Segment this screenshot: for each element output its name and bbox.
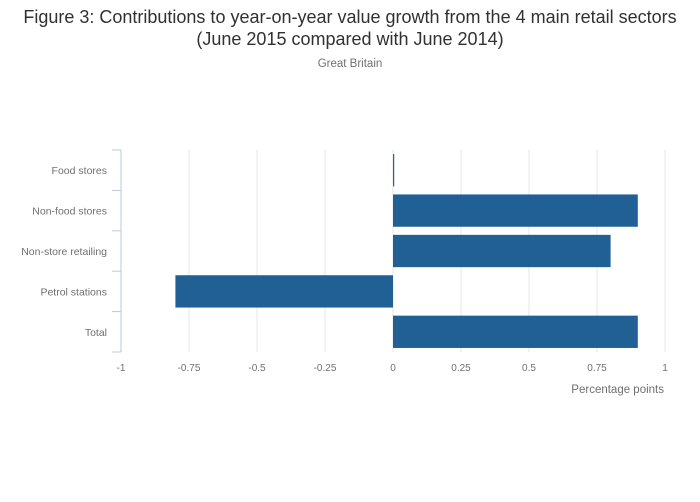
bar-petrol-stations: [175, 275, 393, 308]
x-tick-label: -0.5: [248, 363, 266, 374]
category-label: Total: [85, 327, 107, 339]
x-tick-label: 0.75: [587, 363, 607, 374]
category-label: Non-food stores: [32, 206, 107, 218]
x-tick-label: 0.25: [451, 363, 471, 374]
chart-title: Figure 3: Contributions to year-on-year …: [23, 7, 677, 49]
x-tick-label: 1: [662, 363, 668, 374]
bar-non-food-stores: [393, 194, 638, 227]
bars: [175, 154, 638, 348]
x-tick-label: -1: [117, 363, 126, 374]
x-tick-label: 0.5: [522, 363, 536, 374]
category-label: Food stores: [52, 165, 107, 177]
x-tick-label: -0.75: [178, 363, 201, 374]
labels: -1 -0.75 -0.5 -0.25 0 0.25 0.5 0.75 1 Food stores…: [21, 165, 668, 374]
bar-non-store-retailing: [393, 234, 611, 268]
x-tick-label: 0: [390, 363, 396, 374]
category-label: Non-store retailing: [21, 246, 107, 258]
x-axis-title: Percentage points: [571, 384, 664, 396]
x-tick-label: -0.25: [314, 363, 337, 374]
axes: [112, 149, 122, 353]
chart-subtitle: Great Britain: [317, 58, 383, 70]
category-label: Petrol stations: [40, 286, 107, 298]
bar-total: [393, 315, 638, 348]
bar-food-stores: [393, 154, 395, 187]
